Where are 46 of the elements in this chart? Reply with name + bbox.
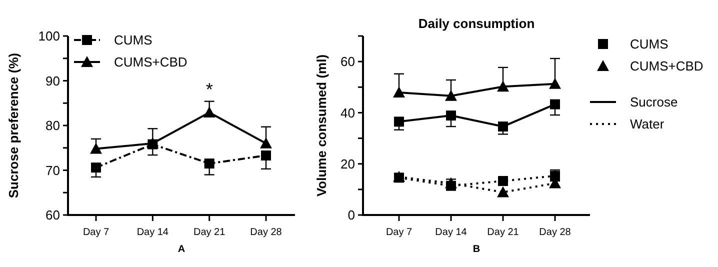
point <box>91 162 101 173</box>
y-tick-label: 80 <box>46 118 60 134</box>
legend-label: CUMS <box>630 36 669 52</box>
x-axis-title: B <box>472 244 480 255</box>
y-tick-label: 60 <box>46 208 60 223</box>
x-tick-label: Day 14 <box>136 227 169 238</box>
point <box>445 90 457 101</box>
point <box>204 158 214 169</box>
point <box>260 137 272 148</box>
legend-label: CUMS <box>114 32 153 48</box>
y-tick-label: 20 <box>340 156 355 172</box>
point <box>497 80 509 92</box>
point <box>549 78 561 89</box>
point <box>393 86 405 98</box>
legend-label: CUMS+CBD <box>114 54 188 70</box>
x-tick-label: Day 14 <box>435 227 468 238</box>
point <box>498 176 508 186</box>
point <box>550 99 560 110</box>
text: Sucrose <box>630 94 678 110</box>
x-tick-label: Day 7 <box>82 227 110 238</box>
point <box>498 122 508 132</box>
point <box>394 116 404 127</box>
x-tick-label: Day 28 <box>539 227 572 238</box>
point <box>261 150 271 160</box>
x-tick-label: Day 21 <box>487 227 520 238</box>
y-axis-title: Volume consumed (ml) <box>314 54 329 197</box>
x-axis-title: A <box>178 244 186 255</box>
y-axis-title: Sucrose preference (%) <box>6 52 21 198</box>
point <box>446 110 456 121</box>
point <box>90 142 102 154</box>
point <box>445 177 457 188</box>
y-tick-label: 90 <box>46 73 60 88</box>
y-tick-label: 60 <box>340 54 355 70</box>
y-tick-label: 40 <box>340 105 355 120</box>
x-tick-label: Day 21 <box>193 227 226 238</box>
legend-label: CUMS+CBD <box>630 58 704 74</box>
y-tick-label: 70 <box>46 162 60 178</box>
point <box>203 106 216 118</box>
text: Water <box>630 116 665 132</box>
annotation: * <box>206 79 213 100</box>
chart-title: Daily consumption <box>418 16 535 31</box>
y-tick-label: 0 <box>348 208 355 223</box>
x-tick-label: Day 28 <box>250 227 282 238</box>
x-tick-label: Day 7 <box>386 227 412 238</box>
point <box>497 186 509 198</box>
y-tick-label: 100 <box>38 28 60 44</box>
